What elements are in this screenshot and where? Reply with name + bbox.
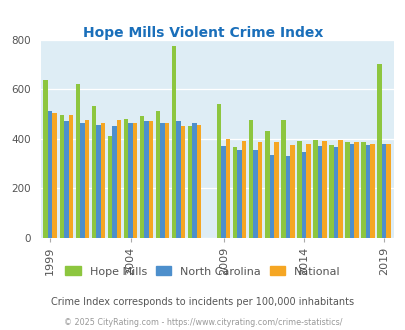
Bar [181,126,185,238]
Bar [349,144,354,238]
Bar [176,121,181,238]
Bar [290,145,294,238]
Bar [333,147,337,238]
Text: Hope Mills Violent Crime Index: Hope Mills Violent Crime Index [83,26,322,40]
Bar [112,126,116,238]
Bar [216,104,221,238]
Bar [237,150,241,238]
Bar [273,142,278,238]
Bar [139,116,144,238]
Bar [345,142,349,238]
Bar [328,145,333,238]
Bar [377,64,381,238]
Bar [322,141,326,238]
Bar [96,125,100,238]
Bar [60,115,64,238]
Bar [365,145,369,238]
Bar [48,112,52,238]
Bar [269,155,273,238]
Bar [301,152,305,238]
Bar [305,144,310,238]
Bar [196,125,201,238]
Bar [75,84,80,238]
Bar [128,122,132,238]
Bar [164,122,169,238]
Bar [386,144,390,238]
Bar [312,140,317,238]
Bar [124,119,128,238]
Bar [43,81,48,238]
Bar [160,122,164,238]
Bar [257,142,262,238]
Bar [92,106,96,238]
Bar [221,146,225,238]
Bar [132,122,137,238]
Bar [296,141,301,238]
Bar [225,139,230,238]
Bar [285,156,290,238]
Bar [253,150,257,238]
Bar [248,120,253,238]
Bar [381,144,386,238]
Bar [80,122,84,238]
Bar [68,115,73,238]
Bar [116,120,121,238]
Bar [188,126,192,238]
Bar [149,121,153,238]
Text: © 2025 CityRating.com - https://www.cityrating.com/crime-statistics/: © 2025 CityRating.com - https://www.city… [64,318,341,327]
Bar [144,121,149,238]
Bar [354,142,358,238]
Bar [100,122,105,238]
Bar [241,141,246,238]
Bar [64,121,68,238]
Bar [232,147,237,238]
Legend: Hope Mills, North Carolina, National: Hope Mills, North Carolina, National [65,266,340,277]
Bar [360,142,365,238]
Bar [107,136,112,238]
Text: Crime Index corresponds to incidents per 100,000 inhabitants: Crime Index corresponds to incidents per… [51,297,354,307]
Bar [156,112,160,238]
Bar [171,46,176,238]
Bar [317,146,322,238]
Bar [192,122,196,238]
Bar [280,120,285,238]
Bar [52,113,57,238]
Bar [264,131,269,238]
Bar [337,140,342,238]
Bar [84,120,89,238]
Bar [369,144,374,238]
